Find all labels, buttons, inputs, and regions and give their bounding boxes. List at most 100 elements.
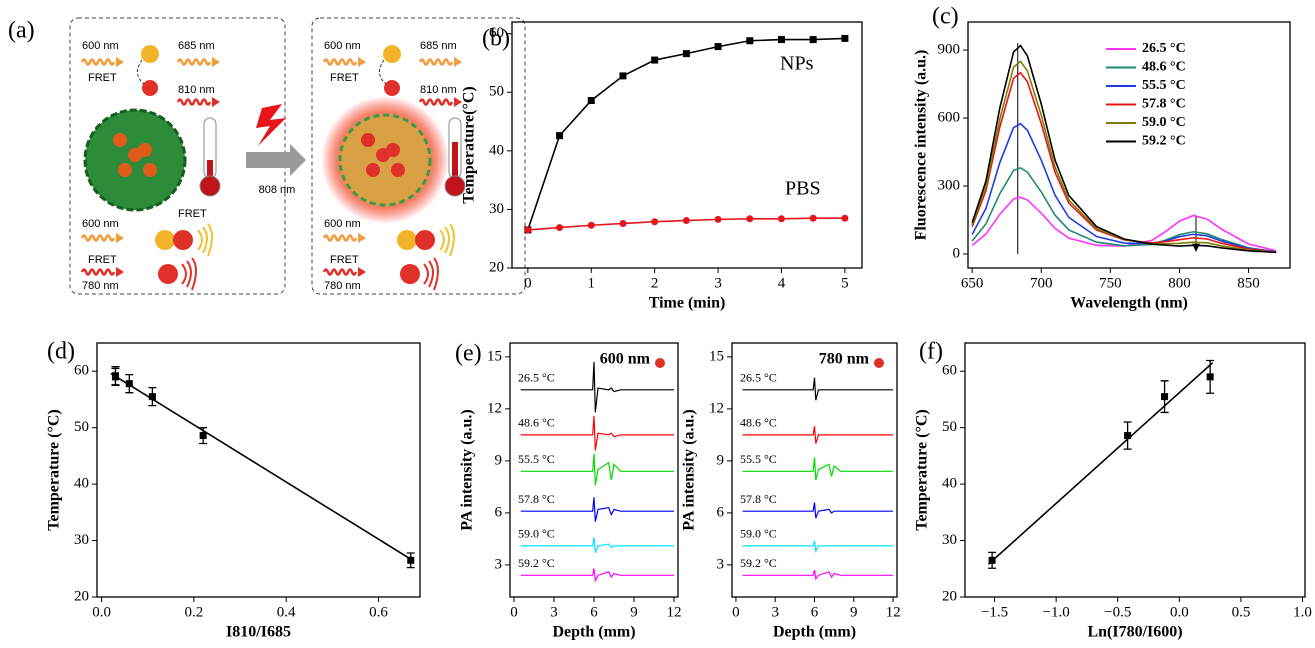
series-line (742, 377, 894, 401)
x-tick-label: 3 (714, 275, 722, 291)
series-line (971, 122, 1277, 253)
y-tick-label: 12 (487, 400, 502, 416)
acceptor (158, 264, 178, 284)
y-tick-label: 20 (74, 588, 89, 604)
photon-wave (80, 234, 116, 242)
sound-arc (207, 223, 213, 257)
x-axis-label: Time (min) (649, 295, 726, 312)
fret-transfer (137, 59, 145, 85)
y-tick-label: 3 (495, 556, 503, 572)
laser-label: 808 nm (259, 184, 296, 196)
legend-label: 55.5 °C (1142, 78, 1186, 93)
photon-head (358, 233, 366, 243)
legend-label: 26.5 °C (1142, 41, 1186, 56)
x-tick-label: 0.2 (185, 604, 204, 620)
sound-arc (428, 260, 434, 288)
y-tick-label: 30 (74, 532, 89, 548)
x-tick-label: 800 (1168, 275, 1191, 291)
series-line (520, 362, 674, 413)
x-tick-label: 0 (524, 275, 532, 291)
marker (148, 393, 156, 401)
series-line (520, 415, 674, 451)
panel-label: (a) (8, 18, 35, 44)
panel-label: (c) (932, 4, 959, 30)
x-tick-label: 3 (550, 604, 558, 620)
series-label: 26.5 °C (518, 371, 555, 385)
process-arrow (246, 144, 306, 176)
marker (1124, 432, 1132, 440)
photon-wave (418, 58, 454, 66)
photon-wave (80, 268, 116, 276)
schematic-label: FRET (330, 72, 359, 84)
marker (777, 36, 785, 44)
photon-head (116, 57, 124, 67)
x-tick-label: 12 (886, 604, 901, 620)
acceptor (415, 230, 435, 250)
schematic-label: FRET (178, 208, 207, 220)
sound-arc (423, 263, 429, 285)
sound-arc (433, 257, 439, 291)
fit-line (987, 362, 1214, 565)
fit-line (110, 372, 412, 560)
marker (407, 556, 415, 564)
plot-frame (96, 342, 421, 598)
plot-frame (967, 21, 1291, 269)
thermometer (444, 117, 466, 197)
y-axis-label: Temperature(°C) (461, 86, 478, 203)
series-line (971, 166, 1277, 253)
y-tick-label: 15 (487, 348, 502, 364)
marker (746, 215, 754, 223)
core (361, 133, 375, 147)
donor (397, 230, 417, 250)
series-label: 57.8 °C (518, 492, 555, 506)
y-tick-label: 300 (938, 177, 961, 193)
marker (714, 43, 722, 51)
series-label: 48.6 °C (740, 416, 777, 430)
x-tick-label: −1.0 (1043, 604, 1070, 620)
series-label: 26.5 °C (740, 371, 777, 385)
marker (556, 132, 564, 140)
y-tick-label: 50 (942, 419, 957, 435)
y-tick-label: 60 (74, 363, 89, 379)
photon-head (454, 57, 462, 67)
acceptor (142, 80, 158, 96)
panel-label: (e) (455, 341, 482, 367)
marker (1161, 393, 1169, 401)
schematic-label: 600 nm (82, 40, 119, 52)
y-tick-label: 60 (489, 25, 504, 41)
acceptor (400, 264, 420, 284)
y-tick-label: 20 (489, 259, 504, 275)
series-line (742, 569, 894, 581)
core (113, 133, 127, 147)
series-label: 55.5 °C (518, 452, 555, 466)
series-label: PBS (785, 178, 821, 200)
x-tick-label: 0.5 (1232, 604, 1251, 620)
sound-arc (181, 263, 187, 285)
marker (125, 380, 133, 388)
plot-frame (511, 21, 863, 269)
series-line (742, 502, 894, 519)
series-line (971, 71, 1277, 253)
y-tick-label: 40 (942, 476, 957, 492)
photon-wave (322, 234, 358, 242)
marker (587, 221, 595, 229)
series-label: 59.0 °C (518, 527, 555, 541)
x-axis-label: Ln(I780/I600) (1087, 624, 1182, 641)
schematic-label: 685 nm (178, 40, 215, 52)
donor (383, 45, 401, 63)
y-tick-label: 40 (74, 476, 89, 492)
series-line (520, 568, 674, 583)
y-tick-label: 60 (942, 363, 957, 379)
schematic-label: FRET (88, 254, 117, 266)
marker (556, 224, 564, 232)
marker (587, 96, 595, 104)
sound-arc (444, 226, 450, 254)
marker (777, 215, 785, 223)
sound-arc (191, 257, 197, 291)
series-line (742, 540, 894, 554)
y-tick-label: 0 (953, 245, 961, 261)
schematic-box (311, 17, 526, 295)
x-tick-label: 0.4 (277, 604, 296, 620)
series-label: 55.5 °C (740, 452, 777, 466)
